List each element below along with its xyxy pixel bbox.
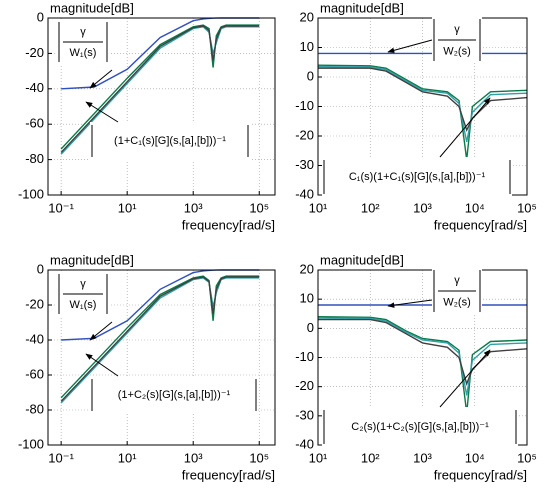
y-tick-label: 20 — [300, 9, 314, 24]
annotation-numerator: γ — [454, 23, 460, 35]
annotation-box — [322, 407, 518, 447]
y-tick-label: -40 — [25, 331, 44, 346]
x-axis-label: frequency[rad/s] — [182, 467, 275, 482]
panel-title: magnitude[dB] — [320, 252, 404, 267]
series-line — [60, 276, 260, 402]
x-tick-label: 10³ — [184, 200, 203, 215]
annotation-numerator: γ — [80, 26, 86, 38]
annotation-arrow — [439, 349, 491, 408]
series-line — [60, 26, 260, 155]
annotation-text: C₂(s)(1+C₂(s)[G](s,[a],[b]))⁻¹ — [351, 421, 489, 433]
annotation-arrow — [85, 353, 119, 377]
y-tick-label: -30 — [295, 157, 314, 172]
x-tick-label: 10² — [361, 450, 380, 465]
series-line — [60, 275, 260, 399]
series-line — [317, 317, 528, 396]
y-tick-label: -80 — [25, 151, 44, 166]
x-tick-label: 10⁵ — [249, 450, 269, 465]
annotation-text: C₁(s)(1+C₁(s)[G](s,[a],[b]))⁻¹ — [349, 171, 486, 183]
annotation-numerator: γ — [454, 274, 460, 286]
x-tick-label: 10¹ — [309, 450, 328, 465]
series-line — [317, 66, 528, 143]
y-tick-label: -100 — [18, 186, 44, 201]
x-tick-label: 10³ — [413, 450, 432, 465]
panel-title: magnitude[dB] — [50, 252, 134, 267]
annotation-box — [90, 376, 258, 414]
x-axis-label: frequency[rad/s] — [182, 217, 275, 232]
annotation-arrow — [387, 299, 433, 308]
x-tick-label: 10⁻¹ — [48, 450, 74, 465]
x-tick-label: 10³ — [413, 200, 432, 215]
annotation-text: (1+C₁(s)[G](s,[a],[b]))⁻¹ — [114, 135, 226, 147]
x-tick-label: 10¹ — [118, 450, 137, 465]
x-tick-label: 10³ — [184, 450, 203, 465]
y-tick-label: 20 — [300, 261, 314, 276]
y-tick-label: -20 — [295, 378, 314, 393]
x-tick-label: 10⁴ — [465, 450, 485, 465]
x-tick-label: 10⁻¹ — [48, 200, 74, 215]
y-tick-label: -20 — [295, 127, 314, 142]
x-tick-label: 10⁵ — [517, 450, 537, 465]
y-tick-label: 0 — [37, 261, 44, 276]
annotation-box — [322, 157, 512, 197]
annotation-arrow — [85, 101, 119, 123]
x-axis-label: frequency[rad/s] — [434, 217, 527, 232]
annotation-arrow — [89, 69, 113, 89]
y-tick-label: -40 — [295, 186, 314, 201]
series-line — [317, 64, 528, 160]
series-line — [60, 25, 260, 153]
y-tick-label: 10 — [300, 39, 314, 54]
annotation-box — [90, 122, 250, 160]
annotation-denominator: W₂(s) — [443, 296, 470, 308]
series-line — [60, 24, 260, 150]
x-tick-label: 10⁴ — [465, 200, 485, 215]
y-tick-label: 0 — [307, 320, 314, 335]
y-tick-label: -10 — [295, 349, 314, 364]
annotation-numerator: γ — [80, 278, 86, 290]
series-line — [60, 277, 260, 404]
y-tick-label: 0 — [307, 68, 314, 83]
y-tick-label: -40 — [25, 80, 44, 95]
annotation-arrow — [387, 39, 433, 54]
x-tick-label: 10⁵ — [517, 200, 537, 215]
annotation-denominator: W₂(s) — [443, 45, 470, 57]
y-tick-label: -60 — [25, 116, 44, 131]
panel-title: magnitude[dB] — [50, 0, 134, 15]
y-tick-label: 10 — [300, 291, 314, 306]
x-tick-label: 10¹ — [309, 200, 328, 215]
plot-frame — [47, 17, 276, 196]
annotation-arrow — [439, 97, 491, 158]
annotation-denominator: W₁(s) — [70, 299, 97, 311]
plot-frame — [47, 269, 276, 446]
series-line — [317, 316, 528, 413]
x-tick-label: 10² — [361, 200, 380, 215]
y-tick-label: -30 — [295, 407, 314, 422]
x-tick-label: 10⁵ — [249, 200, 269, 215]
y-tick-label: -10 — [295, 98, 314, 113]
y-tick-label: -60 — [25, 366, 44, 381]
x-tick-label: 10¹ — [118, 200, 137, 215]
y-tick-label: -40 — [295, 436, 314, 451]
y-tick-label: -80 — [25, 401, 44, 416]
panel-title: magnitude[dB] — [320, 0, 404, 15]
y-tick-label: -20 — [25, 296, 44, 311]
annotation-text: (1+C₂(s)[G](s,[a],[b]))⁻¹ — [118, 389, 231, 401]
y-tick-label: 0 — [37, 9, 44, 24]
y-tick-label: -20 — [25, 45, 44, 60]
y-tick-label: -100 — [18, 436, 44, 451]
x-axis-label: frequency[rad/s] — [434, 467, 527, 482]
annotation-arrow — [89, 321, 113, 341]
annotation-denominator: W₁(s) — [70, 47, 97, 59]
